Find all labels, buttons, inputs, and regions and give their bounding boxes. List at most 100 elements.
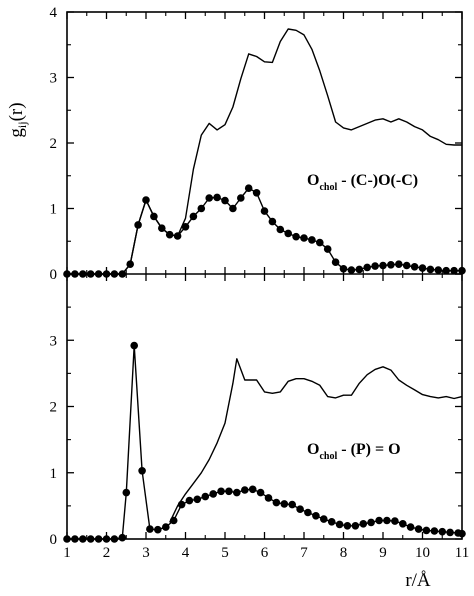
data-point bbox=[71, 535, 79, 543]
data-point bbox=[130, 341, 138, 350]
data-point bbox=[300, 234, 308, 242]
data-point bbox=[79, 270, 87, 278]
data-point bbox=[426, 265, 435, 274]
series-line-1-0 bbox=[169, 358, 463, 523]
series-line-1-1 bbox=[67, 344, 463, 540]
data-point bbox=[458, 266, 466, 275]
data-point bbox=[229, 204, 237, 213]
data-point bbox=[142, 196, 150, 204]
data-point bbox=[422, 526, 431, 535]
data-point bbox=[110, 535, 119, 543]
data-point bbox=[359, 520, 368, 528]
data-point bbox=[264, 494, 273, 502]
x-tick-label: 8 bbox=[340, 545, 348, 561]
x-tick-label: 6 bbox=[261, 545, 269, 561]
data-point bbox=[158, 224, 166, 232]
data-point bbox=[387, 261, 395, 269]
y-tick-label: 2 bbox=[50, 400, 58, 416]
data-point bbox=[438, 527, 447, 536]
x-axis-label: r/Å bbox=[405, 570, 431, 591]
data-point bbox=[308, 236, 316, 244]
data-point bbox=[272, 498, 281, 507]
data-point bbox=[280, 500, 289, 508]
data-point bbox=[86, 535, 95, 543]
y-tick-label: 2 bbox=[50, 136, 58, 152]
data-point bbox=[237, 194, 245, 202]
data-point bbox=[197, 204, 206, 213]
data-point bbox=[395, 260, 403, 269]
data-point bbox=[383, 516, 391, 525]
y-tick-label: 3 bbox=[50, 333, 58, 349]
data-point bbox=[185, 496, 194, 505]
data-point bbox=[193, 495, 202, 504]
data-point bbox=[126, 260, 134, 269]
data-point bbox=[256, 488, 265, 497]
data-point bbox=[138, 467, 146, 475]
series-line-0-0 bbox=[67, 28, 462, 275]
data-point bbox=[391, 517, 399, 525]
data-point bbox=[205, 194, 213, 202]
data-point bbox=[248, 485, 257, 494]
data-marks bbox=[63, 28, 466, 543]
data-point bbox=[165, 230, 174, 239]
data-point bbox=[343, 522, 352, 530]
data-point bbox=[134, 221, 142, 229]
data-point bbox=[284, 229, 293, 238]
x-tick-label: 2 bbox=[103, 545, 111, 561]
data-point bbox=[446, 528, 454, 537]
series-line-0-1 bbox=[67, 187, 462, 275]
x-tick-label: 3 bbox=[142, 545, 150, 561]
y-tick-label: 1 bbox=[50, 202, 58, 218]
data-point bbox=[252, 189, 261, 197]
data-point bbox=[63, 535, 71, 543]
data-point bbox=[320, 515, 328, 523]
data-point bbox=[110, 270, 119, 278]
data-point bbox=[63, 270, 71, 278]
data-point bbox=[233, 488, 241, 497]
y-tick-label: 1 bbox=[50, 466, 58, 482]
data-point bbox=[169, 516, 178, 525]
data-point bbox=[430, 527, 439, 535]
data-point bbox=[209, 490, 217, 498]
x-tick-label: 4 bbox=[182, 545, 190, 561]
x-tick-label: 11 bbox=[455, 545, 469, 561]
x-tick-label: 9 bbox=[379, 545, 387, 561]
data-point bbox=[296, 505, 304, 513]
data-point bbox=[122, 488, 131, 497]
data-point bbox=[150, 212, 158, 221]
data-point bbox=[458, 529, 466, 538]
data-point bbox=[118, 270, 127, 278]
data-point bbox=[316, 238, 324, 247]
data-point bbox=[414, 525, 423, 533]
y-tick-label: 3 bbox=[50, 71, 58, 87]
x-tick-label: 5 bbox=[221, 545, 229, 561]
data-point bbox=[304, 508, 312, 517]
data-point bbox=[71, 270, 79, 278]
data-point bbox=[288, 500, 297, 509]
data-point bbox=[351, 522, 360, 530]
data-point bbox=[327, 518, 336, 526]
data-point bbox=[181, 223, 190, 231]
data-point bbox=[347, 266, 356, 274]
data-point bbox=[146, 525, 154, 533]
x-tick-label: 10 bbox=[415, 545, 430, 561]
data-point bbox=[102, 270, 111, 278]
data-point bbox=[79, 535, 87, 543]
data-point bbox=[434, 266, 443, 274]
data-point bbox=[102, 535, 111, 543]
data-point bbox=[162, 523, 170, 531]
data-point bbox=[221, 196, 229, 205]
data-point bbox=[442, 266, 451, 275]
data-point bbox=[323, 245, 332, 253]
data-point bbox=[241, 486, 249, 494]
data-point bbox=[154, 525, 162, 534]
data-point bbox=[418, 264, 427, 272]
annotation-bottom: Ochol - (P) = O bbox=[307, 441, 401, 462]
data-point bbox=[450, 266, 458, 275]
annotation-top: Ochol - (C-)O(-C) bbox=[307, 172, 418, 193]
data-point bbox=[335, 520, 344, 529]
data-point bbox=[312, 512, 320, 520]
data-point bbox=[363, 263, 372, 272]
data-point bbox=[177, 500, 186, 509]
x-tick-label: 7 bbox=[300, 545, 308, 561]
